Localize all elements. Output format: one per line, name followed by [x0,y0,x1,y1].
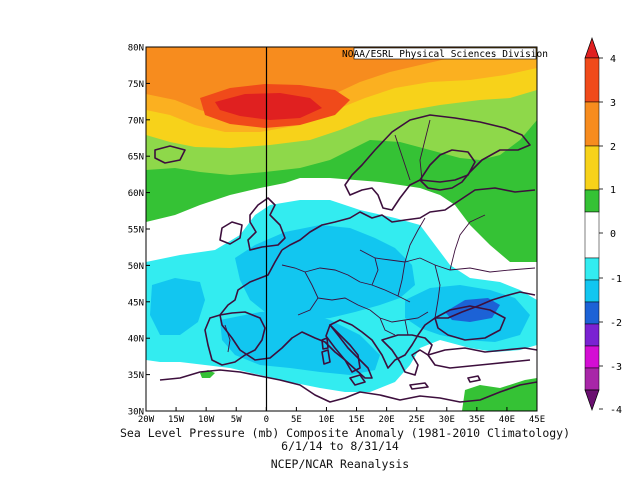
lon-label: 20W [138,415,155,425]
coastline-cyprus [467,375,481,383]
lon-label: 15E [348,415,364,425]
coastline-black-sea [434,305,506,341]
colorbar-label: 4 [610,54,616,65]
lat-label: 35N [128,371,144,381]
colorbar-label: 2 [610,142,616,153]
coastline-ireland [219,221,243,245]
lon-label: 0 [264,415,269,425]
latitude-axis: 80N 75N 70N 65N 60N 55N 50N 45N 40N 35N 30N [128,44,150,418]
lon-label: 30E [439,415,455,425]
coastline-sardinia [321,349,331,365]
lon-label: 45E [529,415,545,425]
coastline-africa [159,369,537,403]
lon-label: 25E [409,415,425,425]
coastline-iceland [154,145,186,164]
coastline-italy [325,324,373,379]
lon-label: 5W [231,415,242,425]
coastline-sicily [349,374,366,386]
lat-label: 60N [128,189,144,199]
colorbar-label: -1 [610,274,622,285]
colorbar-segment-minus-1 [584,257,600,281]
coastline-balkans-greece [381,334,433,376]
longitude-axis: 20W 15W 10W 5W 0 5E 10E 15E 20E 25E 30E 35E 40E 45E [138,407,545,425]
national-borders [224,119,536,353]
colorbar-segment-2-3 [584,101,600,147]
lon-label: 35E [469,415,485,425]
lon-label: 15W [168,415,185,425]
coastline-corsica [321,337,329,350]
colorbar-label: 0 [610,229,616,240]
lat-label: 75N [128,80,144,90]
colorbar-label: -4 [610,405,622,416]
borders-western-europe [281,249,421,316]
colorbar: 4 3 2 1 0 -1 -2 -3 -4 [584,36,622,416]
caption-line-1: Sea Level Pressure (mb) Composite Anomal… [120,426,571,440]
colorbar-labels: 4 3 2 1 0 -1 -2 -3 -4 [599,54,622,416]
colorbar-label: -3 [610,362,622,373]
caption-line-2: 6/1/14 to 8/31/14 [281,439,399,453]
lon-label: 20E [378,415,394,425]
coastline-turkey [427,347,537,369]
colorbar-segment-zero-white [584,211,600,259]
lon-label: 10W [198,415,215,425]
colorbar-label: -2 [610,318,622,329]
borders-eastern-europe [404,214,536,319]
coastline-scandinavia [344,114,531,211]
coastline-continent [219,187,536,373]
anomaly-band-cyan-north [235,225,415,320]
coastlines [154,114,537,403]
anomaly-band-cyan-atlantic [150,278,205,335]
borders-iberia [224,324,231,353]
anomaly-core-blue [445,298,500,322]
coastline-crete [409,382,429,390]
lat-label: 45N [128,298,144,308]
borders-scandinavia [394,119,431,181]
colorbar-label: 1 [610,185,616,196]
lat-label: 70N [128,116,144,126]
lat-label: 30N [128,408,144,418]
coastline-iberia [204,311,266,366]
credit-box [353,47,537,60]
colorbar-segment-minus-1-2 [584,279,600,303]
lat-label: 40N [128,335,144,345]
anomaly-band-dark-red [215,93,322,120]
colorbar-segment-1-2 [584,145,600,191]
credit-text: NOAA/ESRL Physical Sciences Division [342,49,548,60]
colorbar-segment-3-4 [584,57,600,103]
lat-label: 50N [128,262,144,272]
colorbar-segment-minus-3-4 [584,367,600,391]
lat-label: 80N [128,44,144,54]
lon-label: 10E [318,415,334,425]
lon-label: 5E [291,415,302,425]
caption-line-3: NCEP/NCAR Reanalysis [270,457,410,471]
colorbar-label: 3 [610,98,616,109]
coastline-britain [247,197,286,251]
lat-label: 55N [128,226,144,236]
colorbar-bottom-arrow [584,389,600,412]
colorbar-top-arrow [584,36,600,59]
colorbar-segment-0-1-darkgreen [584,189,600,213]
colorbar-segment-minus-3 [584,345,600,369]
coastline-baltic-finland [419,149,476,183]
lat-label: 65N [128,153,144,163]
colorbar-segment-minus-2 [584,301,600,325]
colorbar-segment-minus-2-3 [584,323,600,347]
borders-balkans [369,309,429,336]
map-panel [146,47,537,411]
lon-label: 40E [499,415,515,425]
